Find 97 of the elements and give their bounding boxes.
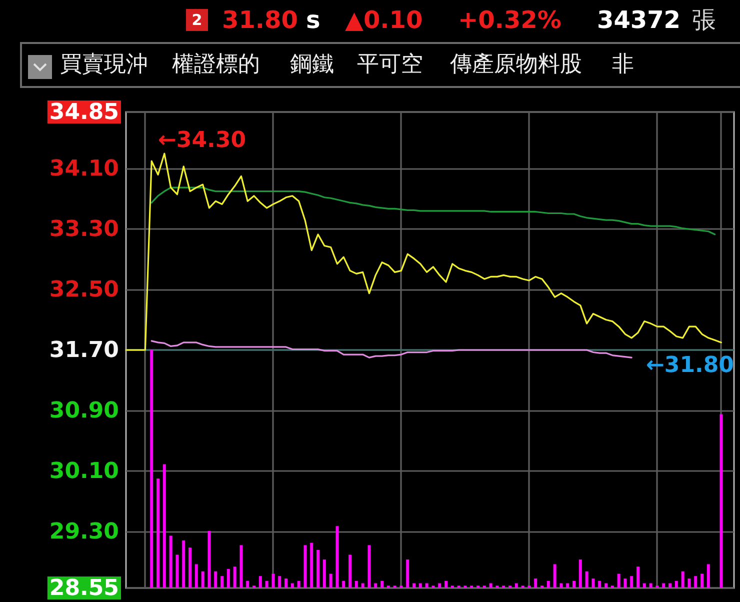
bar: [226, 568, 230, 588]
bar: [674, 580, 678, 588]
text: +0.32%: [458, 6, 562, 34]
bar: [194, 564, 198, 588]
bar: [534, 578, 538, 588]
bar: [406, 559, 410, 588]
bar: [374, 583, 378, 588]
text: 傳產原物料股: [450, 52, 582, 77]
bar: [220, 576, 224, 588]
bar: [412, 583, 416, 588]
text: 鋼鐵: [290, 52, 334, 77]
bar: [444, 580, 448, 588]
bar: [329, 574, 332, 588]
bar: [233, 566, 236, 588]
bar: [188, 548, 192, 588]
line-series: [125, 152, 722, 351]
annotation: ←34.30: [158, 128, 246, 153]
bar: [438, 583, 442, 588]
bar: [246, 580, 250, 588]
bar: [578, 559, 582, 588]
text: 平可空: [357, 52, 423, 77]
bar: [290, 583, 294, 588]
bar: [560, 583, 563, 588]
bar: [240, 545, 243, 588]
bar: [572, 580, 576, 588]
bar: [668, 583, 672, 588]
bar: [598, 580, 602, 588]
text: 31.80: [222, 6, 298, 34]
text: 權證標的: [172, 52, 260, 77]
bar: [624, 578, 627, 588]
bar: [304, 545, 307, 588]
bar: [604, 583, 608, 588]
bar: [700, 574, 704, 588]
bar: [150, 350, 154, 588]
bar: [361, 583, 364, 588]
text: 買賣現沖: [60, 52, 148, 77]
bar: [348, 554, 352, 588]
bar: [418, 583, 422, 588]
bar: [706, 564, 710, 588]
y-tick-label: 34.10: [49, 156, 119, 182]
bar: [354, 580, 358, 588]
bar: [297, 580, 300, 588]
bar: [278, 576, 282, 588]
bar: [681, 571, 684, 588]
bar: [182, 540, 186, 588]
bar: [489, 583, 492, 588]
bar: [310, 542, 314, 588]
bar: [322, 559, 326, 588]
bar: [585, 571, 588, 588]
text: 34372: [597, 6, 680, 34]
annotation: ←31.80: [646, 353, 734, 378]
bar: [316, 550, 320, 588]
bar: [380, 580, 384, 588]
text: 張: [692, 6, 716, 34]
bar: [214, 571, 218, 588]
bar: [368, 545, 371, 588]
bar: [630, 576, 634, 588]
y-tick-label: 34.85: [49, 100, 119, 125]
bar: [694, 576, 698, 588]
y-tick-label: 28.55: [49, 576, 119, 601]
bar: [546, 580, 550, 588]
text: 2: [186, 9, 208, 31]
y-tick-label: 33.30: [49, 217, 119, 242]
bar: [425, 583, 428, 588]
bar: [553, 564, 556, 588]
bar: [169, 536, 172, 588]
bar: [176, 554, 179, 588]
bar: [258, 576, 262, 588]
bar: [688, 578, 691, 588]
bar: [208, 530, 211, 588]
bar: [156, 478, 160, 588]
bar: [642, 583, 646, 588]
line-series: [150, 340, 632, 358]
y-tick-label: 31.70: [49, 338, 119, 363]
y-tick-label: 32.50: [49, 278, 119, 303]
y-tick-label: 29.30: [49, 519, 119, 544]
bar: [720, 414, 723, 588]
bar: [336, 526, 339, 588]
bar: [265, 580, 268, 588]
bar: [592, 578, 595, 588]
bar: [514, 583, 518, 588]
bar: [566, 583, 570, 588]
bar: [662, 583, 666, 588]
bar: [284, 578, 288, 588]
y-tick-label: 30.90: [49, 398, 119, 424]
bar: [162, 464, 166, 588]
bar: [636, 566, 640, 588]
line-series: [150, 186, 716, 236]
bar: [272, 574, 275, 588]
text: ▲0.10: [345, 6, 423, 34]
text: s: [306, 6, 320, 34]
bar: [617, 574, 620, 588]
bar: [649, 583, 652, 588]
y-tick-label: 30.10: [49, 458, 119, 484]
bar: [342, 580, 346, 588]
text: 非: [612, 52, 634, 77]
bar: [201, 571, 204, 588]
